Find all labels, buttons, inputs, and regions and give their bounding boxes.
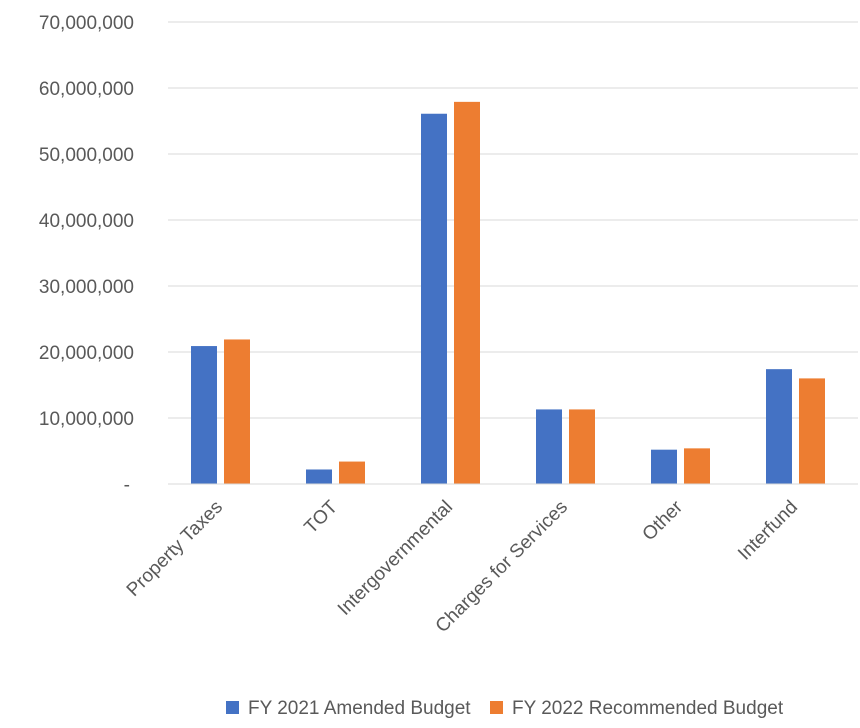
y-tick-label: -	[124, 475, 130, 496]
bar-fy2021	[651, 449, 677, 484]
bar-fy2022	[454, 101, 480, 485]
bars	[191, 101, 825, 485]
x-category-label: Charges for Services	[432, 497, 572, 637]
x-category-label: TOT	[301, 496, 343, 538]
bar-fy2022	[339, 461, 365, 484]
y-tick-label: 50,000,000	[39, 145, 134, 166]
bar-fy2021	[536, 409, 562, 484]
y-tick-label: 30,000,000	[39, 277, 134, 298]
x-category-label: Other	[639, 496, 688, 545]
y-tick-label: 10,000,000	[39, 409, 134, 430]
bar-fy2022	[569, 409, 595, 484]
legend-label: FY 2021 Amended Budget	[248, 698, 471, 719]
bar-fy2022	[224, 339, 250, 484]
legend-swatch	[226, 701, 239, 714]
bar-fy2021	[766, 369, 792, 484]
y-tick-label: 60,000,000	[39, 79, 134, 100]
bar-fy2021	[421, 113, 447, 485]
y-tick-label: 20,000,000	[39, 343, 134, 364]
y-tick-label: 40,000,000	[39, 211, 134, 232]
x-category-label: Property Taxes	[123, 497, 227, 601]
x-category-label: Intergovernmental	[334, 497, 457, 620]
x-axis-category-labels: Property Taxes TOTIntergovernmentalCharge…	[123, 496, 802, 637]
bar-fy2021	[191, 346, 217, 484]
y-tick-label: 70,000,000	[39, 13, 134, 34]
legend-label: FY 2022 Recommended Budget	[512, 698, 784, 719]
bar-fy2021	[306, 469, 332, 484]
legend: FY 2021 Amended Budget FY 2022 Recommende…	[226, 698, 784, 719]
y-axis-tick-labels: - 10,000,000 20,000,000 30,000,000 40,000,00…	[39, 13, 134, 496]
bar-fy2022	[799, 378, 825, 484]
x-category-label: Interfund	[734, 497, 802, 565]
bar-fy2022	[684, 448, 710, 484]
legend-swatch	[490, 701, 503, 714]
gridlines	[168, 21, 858, 419]
